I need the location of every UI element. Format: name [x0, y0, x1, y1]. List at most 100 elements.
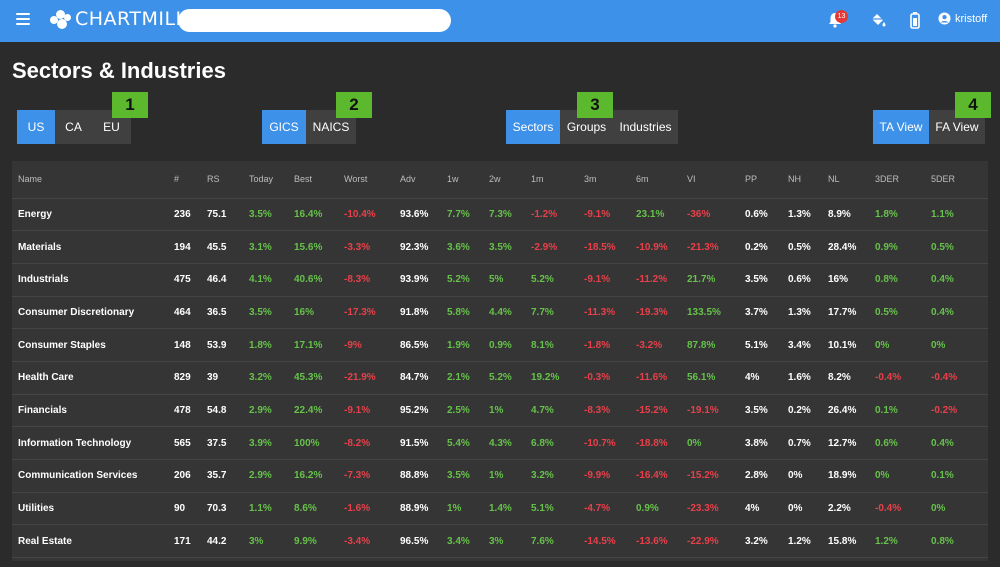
table-cell: 4.1%	[249, 263, 294, 297]
table-row[interactable]: Consumer Discretionary 464 36.5 3.5% 16% -17.…	[12, 296, 988, 330]
table-cell: 22.4%	[294, 394, 344, 428]
menu-icon[interactable]	[16, 13, 30, 25]
sector-name-cell[interactable]: Communication Services	[12, 459, 174, 493]
column-header-nl[interactable]: NL	[828, 161, 875, 199]
region-ca-button[interactable]: CA	[55, 110, 92, 144]
region-us-button[interactable]: US	[17, 110, 55, 144]
column-header-name[interactable]: Name	[12, 161, 174, 199]
table-row[interactable]: Real Estate 171 44.2 3% 9.9% -3.4% 96.5% 3.4% 3%…	[12, 524, 988, 559]
table-cell: 0.6%	[788, 263, 828, 297]
table-cell: 7.3%	[489, 198, 531, 232]
column-header-adv[interactable]: Adv	[400, 161, 447, 199]
column-header-rs[interactable]: RS	[207, 161, 249, 199]
marker-3: 3	[577, 92, 613, 118]
column-header-3m[interactable]: 3m	[584, 161, 636, 199]
column-header-worst[interactable]: Worst	[344, 161, 400, 199]
table-cell: 35.7	[207, 459, 249, 493]
table-cell: 90	[174, 492, 207, 526]
table-cell: -11.2%	[636, 263, 687, 297]
table-cell: 3.5%	[745, 263, 788, 297]
table-cell: 3.5%	[489, 230, 531, 264]
table-cell: -18.5%	[584, 230, 636, 264]
table-cell: 3.9%	[249, 426, 294, 460]
search-input[interactable]	[178, 9, 451, 32]
sector-name-cell[interactable]: Real Estate	[12, 524, 174, 559]
battery-icon[interactable]	[906, 11, 924, 29]
industries-button[interactable]: Industries	[613, 110, 678, 144]
table-row[interactable]: Health Care 829 39 3.2% 45.3% -21.9% 84.7% 2.1%…	[12, 361, 988, 395]
table-cell: 0%	[875, 459, 931, 493]
table-row[interactable]: Materials 194 45.5 3.1% 15.6% -3.3% 92.3% 3.6% 3…	[12, 230, 988, 264]
table-row[interactable]: Financials 478 54.8 2.9% 22.4% -9.1% 95.2% 2.5%…	[12, 394, 988, 428]
table-cell: 2.2%	[828, 492, 875, 526]
table-cell: 7.7%	[531, 296, 584, 330]
table-body: Energy 236 75.1 3.5% 16.4% -10.4% 93.6% 7.7% 7.3…	[12, 198, 988, 559]
column-header-1w[interactable]: 1w	[447, 161, 489, 199]
table-cell: 5.1%	[745, 328, 788, 362]
column-header--[interactable]: #	[174, 161, 207, 199]
table-cell: -10.4%	[344, 198, 400, 232]
username: kristoff	[955, 12, 988, 25]
sectors-button[interactable]: Sectors	[506, 110, 560, 144]
table-cell: 17.1%	[294, 328, 344, 362]
table-cell: -1.6%	[344, 492, 400, 526]
ta-view-button[interactable]: TA View	[873, 110, 929, 144]
column-header-best[interactable]: Best	[294, 161, 344, 199]
table-cell: 10.1%	[828, 328, 875, 362]
table-row[interactable]: Energy 236 75.1 3.5% 16.4% -10.4% 93.6% 7.7% 7.3…	[12, 198, 988, 232]
table-row[interactable]: Communication Services 206 35.7 2.9% 16.2% -7…	[12, 459, 988, 493]
column-header-vi[interactable]: VI	[687, 161, 745, 199]
table-cell: 3.4%	[447, 524, 489, 559]
table-cell: -21.3%	[687, 230, 745, 264]
table-cell: -0.4%	[931, 361, 988, 395]
column-header-1m[interactable]: 1m	[531, 161, 584, 199]
sector-name-cell[interactable]: Energy	[12, 198, 174, 232]
table-cell: 12.7%	[828, 426, 875, 460]
sector-name-cell[interactable]: Consumer Discretionary	[12, 296, 174, 330]
table-cell: 2.9%	[249, 459, 294, 493]
sector-name-cell[interactable]: Industrials	[12, 263, 174, 297]
column-header-nh[interactable]: NH	[788, 161, 828, 199]
sector-name-cell[interactable]: Information Technology	[12, 426, 174, 460]
table-row[interactable]: Industrials 475 46.4 4.1% 40.6% -8.3% 93.9% 5.2…	[12, 263, 988, 297]
column-header-today[interactable]: Today	[249, 161, 294, 199]
table-cell: 5.2%	[447, 263, 489, 297]
gics-button[interactable]: GICS	[262, 110, 306, 144]
table-cell: 1%	[489, 394, 531, 428]
table-cell: 0.9%	[636, 492, 687, 526]
table-cell: 464	[174, 296, 207, 330]
paint-bucket-icon[interactable]	[869, 11, 887, 29]
table-cell: 4.7%	[531, 394, 584, 428]
table-cell: 3%	[249, 524, 294, 559]
table-cell: 53.9	[207, 328, 249, 362]
table-cell: -0.4%	[875, 492, 931, 526]
column-header-5der[interactable]: 5DER	[931, 161, 988, 199]
table-row[interactable]: Utilities 90 70.3 1.1% 8.6% -1.6% 88.9% 1% 1.4% 5…	[12, 492, 988, 526]
sectors-table: Name # RS Today Best Worst Adv 1w 2w 1m 3m 6m VI PP NH…	[12, 161, 988, 559]
sector-name-cell[interactable]: Materials	[12, 230, 174, 264]
table-cell: 36.5	[207, 296, 249, 330]
column-header-pp[interactable]: PP	[745, 161, 788, 199]
column-header-2w[interactable]: 2w	[489, 161, 531, 199]
table-cell: 5.2%	[489, 361, 531, 395]
sector-name-cell[interactable]: Financials	[12, 394, 174, 428]
table-cell: 8.9%	[828, 198, 875, 232]
table-row[interactable]: Information Technology 565 37.5 3.9% 100% -8.…	[12, 426, 988, 460]
chartmill-logo[interactable]: CHARTMILL	[50, 7, 187, 31]
table-cell: 92.3%	[400, 230, 447, 264]
table-cell: -8.3%	[344, 263, 400, 297]
table-cell: 7.6%	[531, 524, 584, 559]
column-header-3der[interactable]: 3DER	[875, 161, 931, 199]
table-header-row: Name # RS Today Best Worst Adv 1w 2w 1m 3m 6m VI PP NH…	[12, 161, 988, 199]
sector-name-cell[interactable]: Consumer Staples	[12, 328, 174, 362]
table-cell: -9.1%	[344, 394, 400, 428]
sector-name-cell[interactable]: Utilities	[12, 492, 174, 526]
sector-name-cell[interactable]: Health Care	[12, 361, 174, 395]
table-cell: 95.2%	[400, 394, 447, 428]
column-header-6m[interactable]: 6m	[636, 161, 687, 199]
table-row[interactable]: Consumer Staples 148 53.9 1.8% 17.1% -9% 86.5%…	[12, 328, 988, 362]
table-cell: -11.6%	[636, 361, 687, 395]
table-cell: -0.3%	[584, 361, 636, 395]
user-menu[interactable]: kristoff	[938, 12, 987, 25]
table-cell: 23.1%	[636, 198, 687, 232]
